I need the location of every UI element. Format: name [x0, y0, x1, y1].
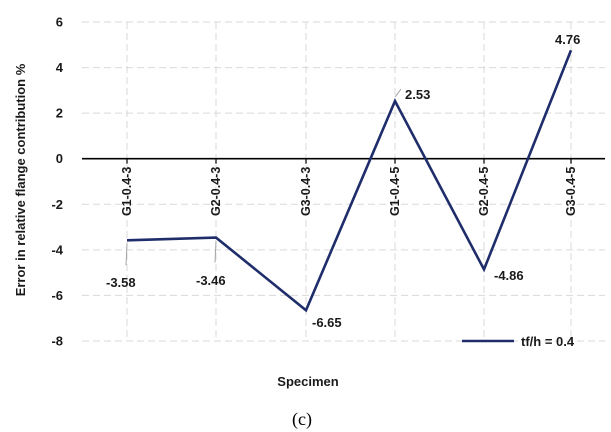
x-category-label: G1-0.4-3: [120, 167, 134, 216]
data-label: -3.46: [196, 273, 226, 288]
x-axis-category-labels: G1-0.4-3 G2-0.4-3 G3-0.4-3 G1-0.4-5 G2-0.4-5…: [120, 167, 578, 216]
gridlines: [82, 21, 605, 342]
data-label: -4.86: [494, 268, 524, 283]
data-label-leader-lines: [125, 88, 402, 266]
data-labels: -3.58 -3.46 -6.65 2.53 -4.86 4.76: [106, 32, 580, 330]
data-label: 2.53: [405, 87, 430, 102]
y-tick-label: -6: [51, 288, 63, 303]
data-label: -3.58: [106, 275, 136, 290]
y-tick-label: -4: [51, 242, 63, 257]
y-axis-title: Error in relative flange contribution %: [13, 63, 28, 296]
data-label: -6.65: [312, 315, 342, 330]
y-tick-label: 6: [56, 15, 63, 30]
x-category-label: G3-0.4-3: [299, 167, 313, 216]
x-category-label: G1-0.4-5: [388, 167, 402, 216]
data-label-leader: [394, 88, 402, 98]
y-tick-label: 0: [56, 151, 63, 166]
x-category-label: G2-0.4-5: [477, 167, 491, 216]
legend-label: tf/h = 0.4: [521, 334, 575, 349]
legend: tf/h = 0.4: [462, 334, 575, 349]
data-label-leader: [125, 243, 128, 266]
x-category-label: G3-0.4-5: [564, 167, 578, 216]
data-label: 4.76: [555, 32, 580, 47]
y-tick-label: 4: [56, 60, 64, 75]
category-tick-marks: [126, 158, 572, 164]
x-axis-title: Specimen: [277, 374, 338, 389]
y-axis-tick-labels: -8 -6 -4 -2 0 2 4 6: [51, 15, 63, 349]
series-line-tf-h-0.4: [126, 49, 573, 313]
figure-caption: (c): [292, 409, 312, 430]
data-label-leader: [214, 240, 217, 263]
y-tick-label: 2: [56, 106, 63, 121]
x-category-label: G2-0.4-3: [209, 167, 223, 216]
y-tick-label: -8: [51, 334, 63, 349]
y-tick-label: -2: [51, 197, 63, 212]
